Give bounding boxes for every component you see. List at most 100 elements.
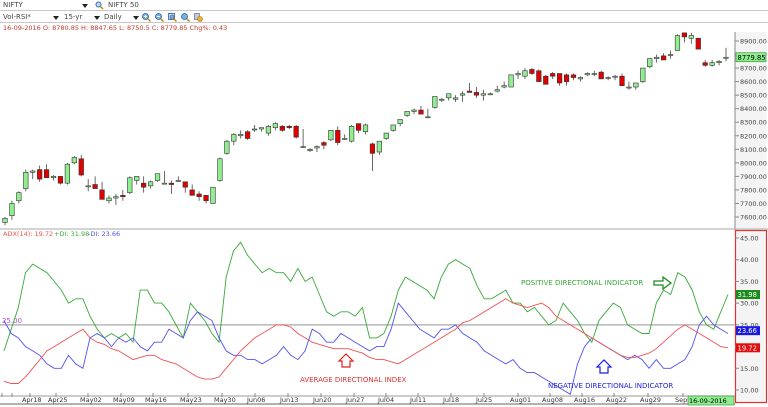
candle-up (411, 109, 417, 112)
candle-up (501, 85, 507, 88)
candle-up (446, 93, 452, 99)
x-tick-label: Sep0 (675, 396, 691, 404)
plus-di-annotation: POSITIVE DIRECTIONAL INDICATOR (521, 279, 643, 287)
candle-down (279, 125, 285, 131)
indicator-tick-label: 35.00 (740, 278, 759, 286)
candle-up (376, 140, 382, 153)
candle-up (508, 74, 514, 88)
reference-line-label: 25.00 (2, 317, 22, 325)
plus-di-line (3, 241, 729, 352)
candle-up (584, 73, 590, 76)
symbol-select[interactable]: NIFTY (3, 1, 23, 9)
candle-up (328, 130, 334, 141)
candle-up (404, 111, 410, 116)
candle-up (716, 61, 722, 63)
price-tick-label: 8900.00 (740, 38, 767, 46)
plus-di-legend: +DI: 31.98 (54, 230, 89, 238)
candle-down (557, 73, 563, 84)
candle-down (529, 69, 535, 74)
x-tick-label: Jun06 (246, 396, 265, 404)
candle-up (439, 98, 445, 101)
x-tick-label: Jun20 (312, 396, 331, 404)
candle-up (258, 127, 265, 130)
indicator-tick-label: 40.00 (740, 256, 759, 264)
x-tick-label: Aug16 (574, 396, 595, 404)
price-tick-label: 8100.00 (740, 146, 767, 154)
x-tick-label: Jun27 (345, 396, 364, 404)
candle-down (92, 184, 98, 189)
settings-icon[interactable] (194, 13, 203, 22)
candle-up (64, 163, 70, 184)
candle-up (362, 124, 369, 133)
candle-up (342, 138, 348, 140)
adx-annotation: AVERAGE DIRECTIONAL INDEX (300, 376, 407, 384)
search-icon[interactable] (181, 13, 190, 22)
indicator-preset-select[interactable]: Vol-RSI* (3, 13, 31, 21)
candle-up (640, 67, 646, 82)
candle-up (432, 96, 438, 108)
candle-up (210, 186, 216, 204)
candle-up (113, 196, 119, 199)
candle-up (688, 35, 694, 39)
zoom-in-icon[interactable] (142, 13, 151, 22)
candle-up (251, 128, 258, 131)
candle-down (695, 37, 701, 50)
minus-di-value-badge-text: 23.66 (738, 327, 757, 335)
price-axis (735, 32, 767, 229)
interval-select[interactable]: Daily (104, 13, 122, 21)
plus-di-value-badge-text: 31.98 (738, 291, 757, 299)
candle-up (515, 73, 521, 76)
candle-down (57, 176, 64, 184)
adx-legend: ADX(14): 19.72 (3, 230, 53, 238)
candle-up (16, 192, 22, 202)
indicator-tick-label: 45.00 (740, 235, 759, 243)
price-tick-label: 7600.00 (740, 214, 767, 222)
candle-down (293, 125, 299, 138)
adx-line (3, 298, 729, 384)
price-tick-label: 8300.00 (740, 119, 767, 127)
candle-down (37, 169, 43, 180)
preset-dropdown-icon[interactable] (53, 16, 59, 20)
candle-down (418, 109, 424, 115)
candle-up (425, 116, 431, 119)
x-tick-label: Aug08 (542, 396, 563, 404)
range-select[interactable]: 15-yr (64, 13, 83, 21)
range-dropdown-icon[interactable] (94, 16, 100, 20)
candle-up (349, 125, 355, 142)
x-tick-label: Apr18 (22, 396, 42, 404)
minus-di-legend: -DI: 23.66 (88, 230, 120, 238)
candle-up (591, 73, 597, 75)
candle-up (23, 172, 29, 189)
candle-up (106, 197, 112, 202)
x-tick-label: May23 (180, 396, 202, 404)
search-symbol-icon[interactable] (95, 1, 104, 10)
candle-down (286, 125, 292, 128)
x-tick-label: Apr25 (48, 396, 68, 404)
candle-down (141, 182, 147, 188)
price-tick-label: 8700.00 (740, 65, 767, 73)
candle-up (494, 89, 500, 92)
candle-down (189, 189, 195, 196)
candle-up (390, 124, 396, 131)
candle-up (300, 146, 306, 148)
interval-dropdown-icon[interactable] (133, 16, 139, 20)
x-tick-label: Aug22 (606, 396, 627, 404)
symbol-dropdown-icon[interactable] (82, 4, 88, 8)
candle-down (196, 193, 202, 197)
candle-down (78, 158, 84, 176)
candle-down (702, 62, 708, 66)
adx-value-badge-text: 19.72 (738, 344, 757, 352)
adx-value-badge (736, 343, 760, 353)
minus-di-arrow-icon (595, 359, 613, 374)
candle-up (161, 182, 168, 185)
candle-down (182, 181, 188, 188)
price-tick-label: 8600.00 (740, 78, 767, 86)
zoom-out-icon[interactable] (155, 13, 164, 22)
candle-up (147, 181, 154, 187)
x-tick-label: Aug01 (510, 396, 531, 404)
toolbar-symbol-row: NIFTY NIFTY 50 (0, 0, 768, 11)
zoom-fit-icon[interactable] (168, 13, 177, 22)
candle-down (661, 55, 667, 61)
candle-up (217, 158, 223, 181)
